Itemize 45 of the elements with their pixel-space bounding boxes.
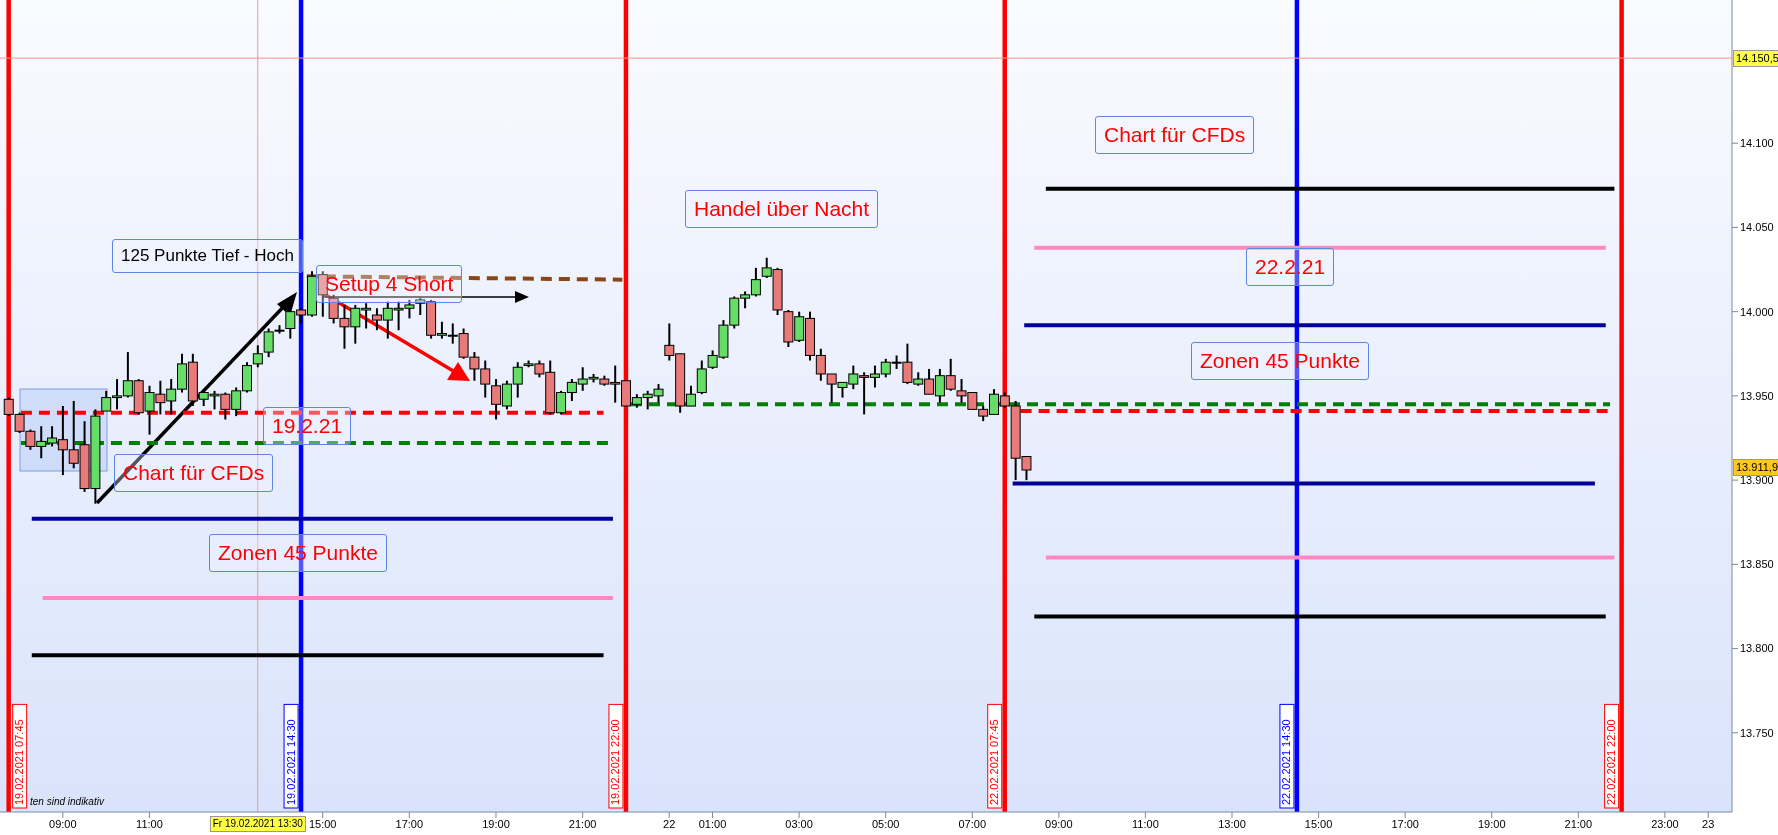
x-tick-label: 09:00 (1045, 817, 1073, 830)
ref-line-label: Fr 19.02.2021 13:30 (209, 816, 306, 832)
y-tick-label: 14.000 (1740, 305, 1774, 318)
x-tick-label: 23:00 (1651, 817, 1679, 830)
ref-line-label: 14.150,5 (1733, 50, 1778, 68)
ref-line-label: 19.02.2021 07:45 (13, 719, 26, 805)
x-tick-label: 11:00 (1132, 817, 1159, 830)
text: 13.911,9 (1733, 459, 1778, 476)
annotation: ten sind indikativ (30, 796, 104, 808)
annotation: 125 Punkte Tief - Hoch (112, 239, 303, 273)
candlestick (252, 344, 263, 369)
y-tick-label: 13.850 (1740, 558, 1774, 571)
x-tick-label: 07:00 (958, 817, 987, 830)
y-tick-label: 13.900 (1740, 474, 1774, 487)
ref-line-label: 22.02.2021 14:30 (1280, 719, 1293, 805)
y-tick-label: 13.750 (1740, 726, 1774, 739)
x-tick-label: 23 (1702, 817, 1715, 830)
annotation: Chart für CFDs (114, 454, 274, 492)
y-tick-label: 14.100 (1740, 137, 1774, 150)
x-tick-label: 17:00 (395, 817, 424, 830)
ref-line-label: 22.02.2021 22:00 (1605, 719, 1618, 805)
y-tick-label: 14.050 (1740, 221, 1774, 234)
x-tick-label: 19:00 (1477, 817, 1506, 830)
x-tick-label: 15:00 (1304, 817, 1333, 830)
x-tick-label: 19:00 (482, 817, 510, 830)
x-tick-label: 21:00 (1564, 817, 1593, 830)
x-tick-label: 11:00 (136, 817, 163, 830)
x-tick-label: 09:00 (49, 817, 77, 830)
annotation: Chart für CFDs (1095, 116, 1255, 154)
x-tick-label: 01:00 (698, 817, 727, 830)
ref-line-label: 19.02.2021 22:00 (609, 719, 622, 805)
x-tick-label: 03:00 (785, 817, 813, 830)
y-tick-label: 13.950 (1740, 389, 1774, 402)
x-tick-label: 17:00 (1391, 817, 1419, 830)
y-tick-label: 13.800 (1740, 642, 1774, 655)
x-tick-label: 15:00 (308, 817, 337, 830)
x-tick-label: 22 (663, 817, 676, 830)
annotation: Setup 4 Short (316, 265, 463, 303)
ref-line-label: 19.02.2021 14:30 (284, 719, 297, 805)
x-tick-label: 21:00 (568, 817, 597, 830)
annotation: Handel über Nacht (685, 190, 879, 228)
ref-line-label: 22.02.2021 07:45 (988, 719, 1001, 805)
x-tick-label: 05:00 (871, 817, 900, 830)
candlestick (696, 359, 707, 396)
x-tick-label: 13:00 (1218, 817, 1246, 830)
